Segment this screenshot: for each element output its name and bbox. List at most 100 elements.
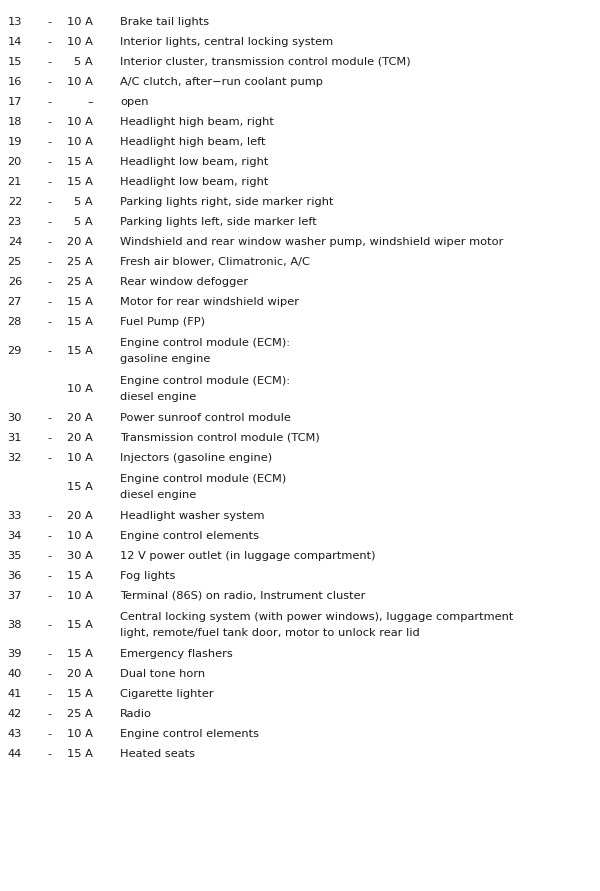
Text: -: - — [48, 749, 52, 759]
Text: –: – — [87, 97, 93, 107]
Text: -: - — [48, 197, 52, 207]
Text: -: - — [48, 137, 52, 147]
Text: A/C clutch, after−run coolant pump: A/C clutch, after−run coolant pump — [120, 77, 323, 87]
Text: Headlight high beam, left: Headlight high beam, left — [120, 137, 265, 147]
Text: 10 A: 10 A — [67, 37, 93, 47]
Text: 15 A: 15 A — [67, 571, 93, 581]
Text: Interior cluster, transmission control module (TCM): Interior cluster, transmission control m… — [120, 57, 410, 67]
Text: gasoline engine: gasoline engine — [120, 355, 211, 364]
Text: 15 A: 15 A — [67, 649, 93, 659]
Text: Engine control module (ECM): Engine control module (ECM) — [120, 474, 286, 484]
Text: 5 A: 5 A — [74, 217, 93, 227]
Text: Headlight low beam, right: Headlight low beam, right — [120, 177, 268, 187]
Text: 20 A: 20 A — [67, 511, 93, 521]
Text: Parking lights right, side marker right: Parking lights right, side marker right — [120, 197, 334, 207]
Text: -: - — [48, 177, 52, 187]
Text: Engine control elements: Engine control elements — [120, 531, 259, 541]
Text: 15 A: 15 A — [67, 482, 93, 492]
Text: diesel engine: diesel engine — [120, 392, 196, 403]
Text: 13: 13 — [7, 17, 22, 27]
Text: 24: 24 — [8, 237, 22, 247]
Text: -: - — [48, 117, 52, 127]
Text: 15: 15 — [7, 57, 22, 67]
Text: 42: 42 — [8, 709, 22, 719]
Text: -: - — [48, 97, 52, 107]
Text: 15 A: 15 A — [67, 177, 93, 187]
Text: Emergency flashers: Emergency flashers — [120, 649, 233, 659]
Text: -: - — [48, 511, 52, 521]
Text: diesel engine: diesel engine — [120, 490, 196, 501]
Text: 38: 38 — [7, 620, 22, 630]
Text: 10 A: 10 A — [67, 591, 93, 601]
Text: 25 A: 25 A — [67, 709, 93, 719]
Text: Dual tone horn: Dual tone horn — [120, 669, 205, 679]
Text: Fog lights: Fog lights — [120, 571, 175, 581]
Text: Engine control module (ECM):: Engine control module (ECM): — [120, 376, 290, 386]
Text: 44: 44 — [8, 749, 22, 759]
Text: Fuel Pump (FP): Fuel Pump (FP) — [120, 317, 205, 327]
Text: 16: 16 — [8, 77, 22, 87]
Text: -: - — [48, 433, 52, 443]
Text: 10 A: 10 A — [67, 453, 93, 463]
Text: 41: 41 — [8, 689, 22, 699]
Text: Parking lights left, side marker left: Parking lights left, side marker left — [120, 217, 317, 227]
Text: -: - — [48, 551, 52, 561]
Text: 15 A: 15 A — [67, 620, 93, 630]
Text: 23: 23 — [8, 217, 22, 227]
Text: 35: 35 — [7, 551, 22, 561]
Text: -: - — [48, 37, 52, 47]
Text: 28: 28 — [8, 317, 22, 327]
Text: -: - — [48, 346, 52, 356]
Text: Fresh air blower, Climatronic, A/C: Fresh air blower, Climatronic, A/C — [120, 257, 310, 267]
Text: 32: 32 — [8, 453, 22, 463]
Text: 12 V power outlet (in luggage compartment): 12 V power outlet (in luggage compartmen… — [120, 551, 376, 561]
Text: -: - — [48, 317, 52, 327]
Text: 39: 39 — [7, 649, 22, 659]
Text: 10 A: 10 A — [67, 729, 93, 739]
Text: Headlight high beam, right: Headlight high beam, right — [120, 117, 274, 127]
Text: -: - — [48, 709, 52, 719]
Text: open: open — [120, 97, 149, 107]
Text: Terminal (86S) on radio, Instrument cluster: Terminal (86S) on radio, Instrument clus… — [120, 591, 365, 601]
Text: 25 A: 25 A — [67, 257, 93, 267]
Text: Rear window defogger: Rear window defogger — [120, 277, 248, 287]
Text: 20 A: 20 A — [67, 237, 93, 247]
Text: 21: 21 — [8, 177, 22, 187]
Text: -: - — [48, 453, 52, 463]
Text: Windshield and rear window washer pump, windshield wiper motor: Windshield and rear window washer pump, … — [120, 237, 503, 247]
Text: -: - — [48, 669, 52, 679]
Text: Power sunroof control module: Power sunroof control module — [120, 413, 291, 423]
Text: 34: 34 — [8, 531, 22, 541]
Text: -: - — [48, 277, 52, 287]
Text: Injectors (gasoline engine): Injectors (gasoline engine) — [120, 453, 272, 463]
Text: Interior lights, central locking system: Interior lights, central locking system — [120, 37, 333, 47]
Text: 15 A: 15 A — [67, 749, 93, 759]
Text: 36: 36 — [8, 571, 22, 581]
Text: 29: 29 — [8, 346, 22, 356]
Text: Engine control elements: Engine control elements — [120, 729, 259, 739]
Text: -: - — [48, 57, 52, 67]
Text: Cigarette lighter: Cigarette lighter — [120, 689, 214, 699]
Text: -: - — [48, 649, 52, 659]
Text: -: - — [48, 217, 52, 227]
Text: -: - — [48, 157, 52, 167]
Text: 10 A: 10 A — [67, 531, 93, 541]
Text: 5 A: 5 A — [74, 57, 93, 67]
Text: 25: 25 — [8, 257, 22, 267]
Text: 20 A: 20 A — [67, 433, 93, 443]
Text: 43: 43 — [8, 729, 22, 739]
Text: Headlight low beam, right: Headlight low beam, right — [120, 157, 268, 167]
Text: Radio: Radio — [120, 709, 152, 719]
Text: 15 A: 15 A — [67, 157, 93, 167]
Text: Central locking system (with power windows), luggage compartment: Central locking system (with power windo… — [120, 611, 514, 622]
Text: -: - — [48, 77, 52, 87]
Text: Heated seats: Heated seats — [120, 749, 195, 759]
Text: -: - — [48, 689, 52, 699]
Text: -: - — [48, 591, 52, 601]
Text: 25 A: 25 A — [67, 277, 93, 287]
Text: 18: 18 — [7, 117, 22, 127]
Text: -: - — [48, 413, 52, 423]
Text: 10 A: 10 A — [67, 17, 93, 27]
Text: 10 A: 10 A — [67, 384, 93, 394]
Text: light, remote/fuel tank door, motor to unlock rear lid: light, remote/fuel tank door, motor to u… — [120, 628, 420, 638]
